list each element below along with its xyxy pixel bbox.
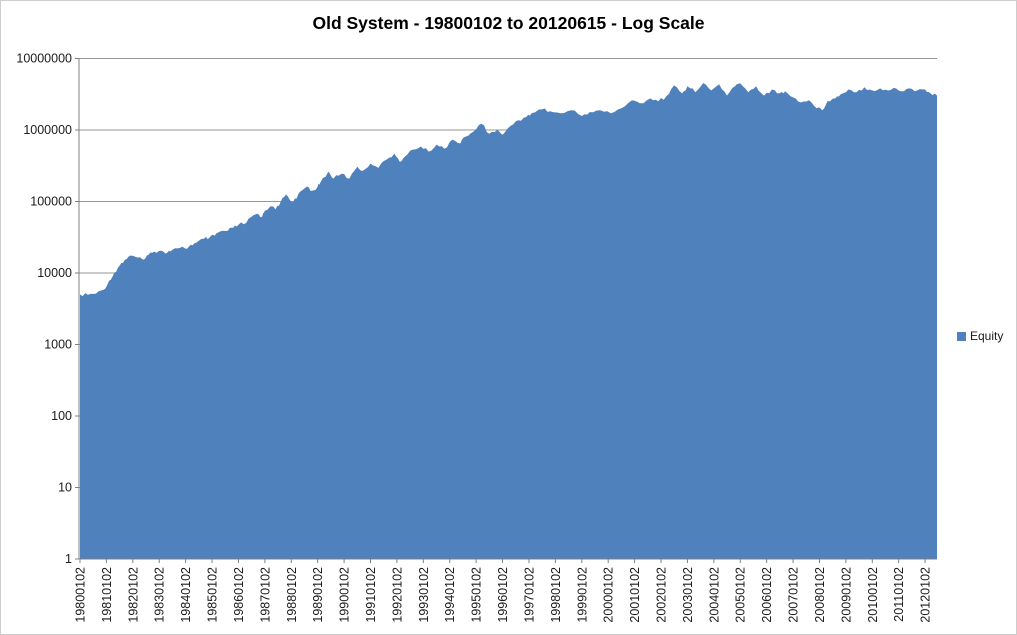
x-tick-label: 20000102 bbox=[602, 567, 616, 623]
x-tick-label: 19860102 bbox=[232, 567, 246, 623]
x-tick-label: 20030102 bbox=[681, 567, 695, 623]
x-tick-label: 20070102 bbox=[787, 567, 801, 623]
legend: Equity bbox=[957, 329, 1003, 343]
x-tick-label: 19980102 bbox=[549, 567, 563, 623]
y-tick-label: 1000000 bbox=[23, 123, 72, 137]
legend-label-equity: Equity bbox=[970, 329, 1004, 343]
y-tick-label: 10000000 bbox=[16, 52, 72, 66]
x-tick-label: 20110102 bbox=[892, 567, 906, 622]
x-tick-label: 19920102 bbox=[390, 567, 404, 623]
y-tick-label: 1000 bbox=[44, 338, 72, 352]
x-tick-label: 19840102 bbox=[179, 567, 193, 623]
x-tick-label: 19930102 bbox=[417, 567, 431, 623]
x-tick-label: 20120102 bbox=[919, 567, 933, 623]
equity-area-series bbox=[80, 83, 937, 559]
x-tick-label: 19960102 bbox=[496, 567, 510, 623]
x-tick-label: 19880102 bbox=[285, 567, 299, 623]
x-tick-label: 19820102 bbox=[126, 567, 140, 623]
x-tick-label: 20100102 bbox=[866, 567, 880, 623]
x-tick-label: 19950102 bbox=[470, 567, 484, 623]
x-tick-label: 19890102 bbox=[311, 567, 325, 623]
x-tick-label: 19830102 bbox=[153, 567, 167, 623]
x-tick-label: 20010102 bbox=[628, 567, 642, 623]
y-tick-label: 100 bbox=[51, 409, 72, 423]
x-tick-label: 20050102 bbox=[734, 567, 748, 623]
x-tick-label: 19810102 bbox=[100, 567, 114, 623]
x-tick-label: 19850102 bbox=[206, 567, 220, 623]
chart-title: Old System - 19800102 to 20120615 - Log … bbox=[312, 13, 705, 33]
y-tick-label: 100000 bbox=[30, 195, 72, 209]
x-tick-label: 20040102 bbox=[707, 567, 721, 623]
x-tick-label: 20020102 bbox=[655, 567, 669, 623]
x-tick-label: 20060102 bbox=[760, 567, 774, 623]
x-tick-label: 19910102 bbox=[364, 567, 378, 623]
x-tick-label: 19970102 bbox=[522, 567, 536, 623]
x-tick-label: 19940102 bbox=[443, 567, 457, 623]
x-tick-label: 19990102 bbox=[575, 567, 589, 623]
y-tick-label: 10000 bbox=[37, 266, 72, 280]
x-tick-label: 20080102 bbox=[813, 567, 827, 623]
y-tick-label: 10 bbox=[58, 481, 72, 495]
x-tick-label: 19800102 bbox=[74, 567, 88, 623]
x-tick-label: 19870102 bbox=[258, 567, 272, 623]
y-tick-label: 1 bbox=[65, 552, 72, 566]
legend-swatch-equity bbox=[957, 331, 966, 341]
x-tick-label: 19900102 bbox=[338, 567, 352, 623]
x-tick-label: 20090102 bbox=[839, 567, 853, 623]
